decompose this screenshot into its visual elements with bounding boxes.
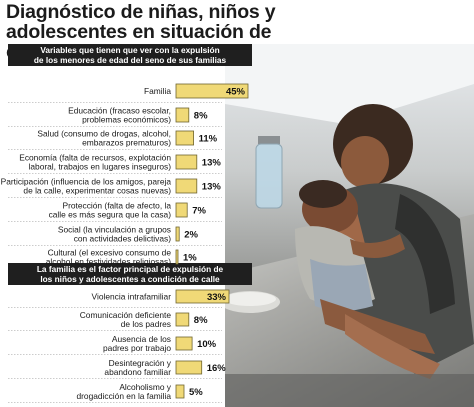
value-label: 33% bbox=[207, 292, 227, 303]
value-label: 1% bbox=[183, 253, 197, 264]
category-label: Alcoholismo y bbox=[119, 382, 171, 392]
category-label: Violencia intrafamiliar bbox=[92, 292, 172, 302]
chart-2-header: La familia es el factor principal de exp… bbox=[8, 263, 252, 285]
category-label: laboral, trabajos en lugares inseguros) bbox=[29, 162, 172, 172]
category-label: Educación (fracaso escolar, bbox=[68, 105, 171, 115]
category-label: drogadicción en la familia bbox=[76, 391, 171, 401]
category-label: calle es más segura que la casa) bbox=[49, 210, 172, 220]
category-label: de los padres bbox=[121, 319, 171, 329]
bar bbox=[175, 202, 188, 218]
photo-illustration bbox=[225, 44, 474, 407]
bar bbox=[175, 360, 203, 375]
category-label: Economía (falta de recursos, explotación bbox=[19, 152, 171, 162]
chart-1-title-line-2: de los menores de edad del seno de sus f… bbox=[33, 55, 227, 65]
value-label: 13% bbox=[202, 182, 222, 193]
category-label: embarazos prematuros) bbox=[82, 138, 171, 148]
chart-1-header: Variables que tienen que ver con la expu… bbox=[8, 44, 252, 66]
category-label: Social (la vinculación a grupos bbox=[58, 224, 171, 234]
bar bbox=[175, 226, 180, 242]
bar bbox=[175, 336, 193, 351]
bar bbox=[175, 289, 230, 304]
category-label: Comunicación deficiente bbox=[80, 310, 172, 320]
street-children-photo bbox=[225, 44, 474, 407]
category-label: Ausencia de los bbox=[112, 334, 171, 344]
chart-2-title-line-1: La familia es el factor principal de exp… bbox=[36, 264, 224, 274]
value-label: 45% bbox=[226, 87, 246, 98]
value-label: 11% bbox=[199, 134, 218, 145]
category-label: Cultural (el excesivo consumo de bbox=[48, 247, 172, 257]
category-label: alcohol en festividades religiosas) bbox=[46, 257, 171, 267]
chart-1-title-line-1: Variables que tienen que ver con la expu… bbox=[40, 45, 220, 55]
bar bbox=[175, 107, 190, 123]
category-label: padres por trabajo bbox=[103, 343, 171, 353]
value-label: 13% bbox=[202, 158, 222, 169]
category-label: Salud (consumo de drogas, alcohol, bbox=[37, 128, 171, 138]
category-label: Familia bbox=[144, 86, 171, 96]
title-line-1: Diagnóstico de niñas, niños y bbox=[6, 1, 276, 23]
category-label: con actividades delictivas) bbox=[74, 234, 172, 244]
value-label: 8% bbox=[194, 111, 208, 122]
category-label: de la calle, experimentar cosas nuevas) bbox=[23, 186, 171, 196]
bar bbox=[175, 130, 195, 146]
category-label: Participación (influencia de los amigos,… bbox=[1, 176, 172, 186]
category-label: problemas económicos) bbox=[82, 115, 171, 125]
bar bbox=[175, 154, 198, 170]
category-label: Protección (falta de afecto, la bbox=[63, 200, 172, 210]
value-label: 5% bbox=[189, 387, 203, 398]
chart-2-title-line-2: los niños y adolescentes a condición de … bbox=[40, 274, 220, 284]
bar bbox=[175, 178, 198, 194]
bar bbox=[175, 312, 190, 327]
bar bbox=[175, 83, 249, 99]
bar bbox=[175, 384, 185, 399]
bar bbox=[175, 249, 179, 265]
value-label: 7% bbox=[192, 206, 206, 217]
category-label: Desintegración y bbox=[109, 358, 172, 368]
value-label: 10% bbox=[197, 339, 217, 350]
value-label: 8% bbox=[194, 315, 208, 326]
category-label: abandono familiar bbox=[104, 367, 171, 377]
value-label: 2% bbox=[184, 230, 198, 241]
value-label: 16% bbox=[207, 363, 227, 374]
